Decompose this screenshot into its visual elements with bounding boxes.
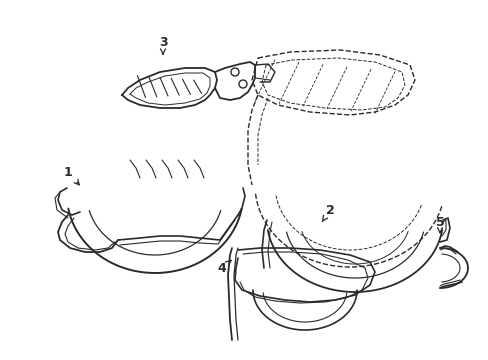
Text: 4: 4 [217, 260, 231, 274]
Text: 1: 1 [63, 166, 79, 185]
Text: 5: 5 [435, 216, 444, 233]
Text: 2: 2 [322, 203, 334, 222]
Text: 3: 3 [159, 36, 167, 54]
